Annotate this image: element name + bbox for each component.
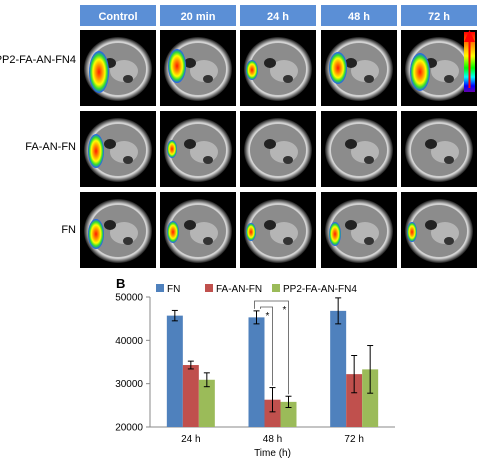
significance-asterisk: * [283, 305, 287, 316]
column-headers: Control 20 min 24 h 48 h 72 h [80, 5, 477, 26]
row-label: FN [61, 224, 76, 236]
y-tick-label: 40000 [115, 336, 143, 347]
legend-label: FA-AN-FN [216, 284, 262, 295]
bar-pp2-fa-an-fn4 [362, 369, 379, 427]
column-header-label: Control [98, 11, 137, 23]
y-tick-label: 30000 [115, 379, 143, 390]
column-header-label: 72 h [428, 11, 450, 23]
bar-fn [166, 315, 183, 427]
column-header-label: 48 h [348, 11, 370, 23]
legend-swatch [205, 284, 213, 292]
bar-pp2-fa-an-fn4 [198, 379, 215, 427]
column-header-bg [80, 5, 156, 26]
column-header-bg [160, 5, 236, 26]
x-axis-title: Time (h) [254, 448, 291, 459]
bar-pp2-fa-an-fn4 [280, 401, 297, 427]
y-tick-label: 20000 [115, 423, 143, 434]
bar-fn [248, 317, 265, 427]
mri-image-grid [80, 30, 477, 268]
x-tick-label: 72 h [344, 434, 363, 445]
bar-fa-an-fn [346, 374, 363, 427]
row-label: FA-AN-FN [25, 141, 76, 153]
mri-scan-image [321, 192, 397, 268]
mri-scan-image [240, 111, 316, 187]
mri-scan-image [240, 30, 316, 106]
mri-scan-image [160, 30, 236, 106]
mri-scan-image [321, 111, 397, 187]
column-header-bg [240, 5, 316, 26]
y-tick-label: 50000 [115, 293, 143, 304]
column-header-bg [321, 5, 397, 26]
mri-scan-image [160, 192, 236, 268]
colorbar-arrowhead-icon [464, 30, 475, 42]
bar-chart: 20000 30000 40000 50000 24 h 48 h 72 h * * [115, 293, 395, 445]
mri-scan-image [160, 111, 236, 187]
row-labels: PP2-FA-AN-FN4 FA-AN-FN FN [0, 54, 76, 236]
significance-bracket [260, 306, 273, 386]
mri-scan-image [80, 192, 156, 268]
x-tick-label: 24 h [181, 434, 200, 445]
chart-legend: FN FA-AN-FN PP2-FA-AN-FN4 [156, 284, 357, 295]
column-header-bg [401, 5, 477, 26]
mri-scan-image [240, 192, 316, 268]
significance-bracket [254, 300, 289, 395]
mri-scan-image [321, 30, 397, 106]
bar-fn [330, 310, 347, 427]
panel-b-label: B [116, 276, 125, 291]
mri-scan-image [401, 192, 477, 268]
column-header-label: 24 h [267, 11, 289, 23]
bar-fa-an-fn [182, 365, 199, 427]
legend-label: PP2-FA-AN-FN4 [283, 284, 357, 295]
bar-fa-an-fn [264, 399, 281, 427]
mri-scan-image [80, 30, 156, 106]
legend-label: FN [167, 284, 180, 295]
significance-asterisk: * [266, 311, 270, 322]
legend-swatch [272, 284, 280, 292]
column-header-label: 20 min [181, 11, 216, 23]
mri-scan-image [401, 111, 477, 187]
legend-swatch [156, 284, 164, 292]
x-tick-label: 48 h [263, 434, 282, 445]
mri-scan-image [80, 111, 156, 187]
row-label: PP2-FA-AN-FN4 [0, 54, 76, 66]
